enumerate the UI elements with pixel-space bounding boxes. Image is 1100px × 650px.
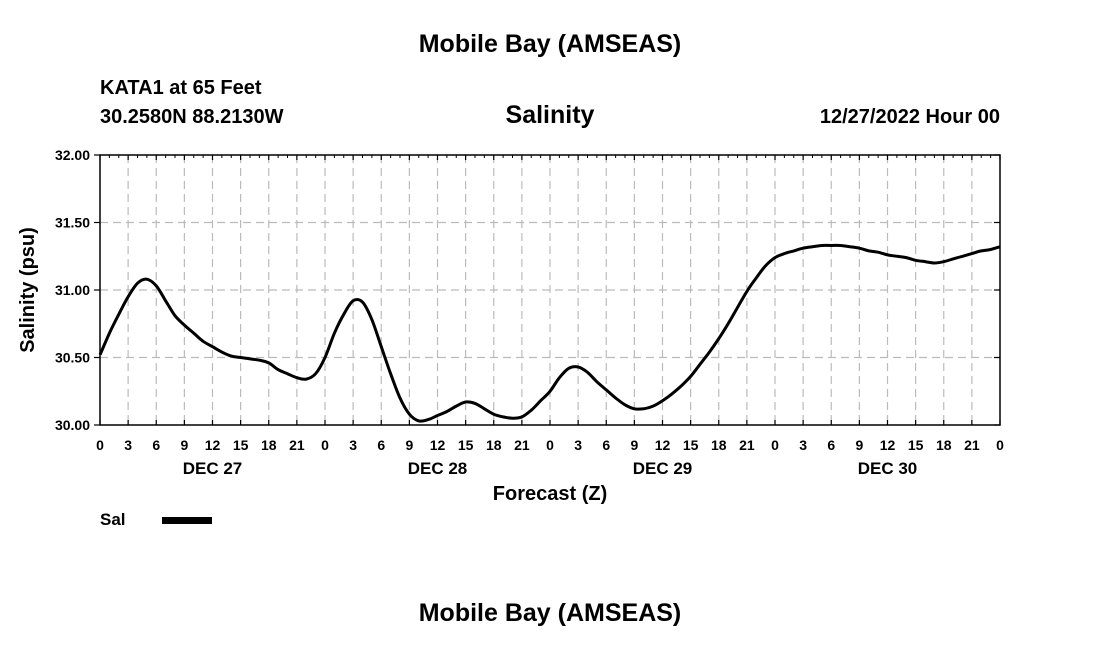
axis-ticks	[94, 154, 1001, 426]
x-tick-label: 18	[261, 437, 277, 453]
issue-timestamp: 12/27/2022 Hour 00	[819, 106, 1000, 128]
station-name: KATA1 at 65 Feet	[100, 77, 262, 99]
x-tick-label: 12	[430, 437, 446, 453]
x-tick-label: 6	[377, 437, 385, 453]
x-tick-label: 9	[180, 437, 188, 453]
x-tick-label: 0	[321, 437, 329, 453]
legend-swatch	[162, 517, 212, 524]
y-tick-label: 30.00	[55, 417, 90, 433]
day-label: DEC 29	[633, 459, 693, 478]
footer-title: Mobile Bay (AMSEAS)	[418, 599, 682, 627]
y-axis-title: Salinity (psu)	[17, 227, 39, 353]
chart-main-title: Mobile Bay (AMSEAS)	[418, 30, 682, 58]
x-tick-label: 15	[233, 437, 249, 453]
day-label: DEC 27	[183, 459, 243, 478]
y-tick-label: 32.00	[55, 147, 90, 163]
x-tick-label: 6	[152, 437, 160, 453]
x-tick-label: 0	[96, 437, 104, 453]
x-tick-label: 18	[711, 437, 727, 453]
legend-label: Sal	[100, 510, 126, 529]
x-tick-label: 6	[827, 437, 835, 453]
station-coordinates: 30.2580N 88.2130W	[100, 106, 284, 128]
y-tick-label: 31.00	[55, 282, 90, 298]
x-tick-label: 0	[771, 437, 779, 453]
x-axis-title: Forecast (Z)	[493, 483, 607, 505]
x-tick-label: 12	[655, 437, 671, 453]
x-tick-label: 3	[574, 437, 582, 453]
x-tick-label: 3	[124, 437, 132, 453]
x-tick-label: 3	[349, 437, 357, 453]
x-tick-label: 15	[458, 437, 474, 453]
x-tick-label: 21	[514, 437, 530, 453]
x-tick-label: 21	[289, 437, 305, 453]
x-tick-label: 12	[205, 437, 221, 453]
x-tick-label: 21	[964, 437, 980, 453]
chart-title: Salinity	[505, 101, 595, 129]
gridlines	[100, 155, 1000, 425]
x-tick-label: 18	[936, 437, 952, 453]
x-tick-label: 18	[486, 437, 502, 453]
x-tick-label: 9	[855, 437, 863, 453]
x-tick-label: 15	[683, 437, 699, 453]
x-tick-label: 9	[405, 437, 413, 453]
y-tick-label: 30.50	[55, 350, 90, 366]
x-tick-label: 12	[880, 437, 896, 453]
x-tick-label: 15	[908, 437, 924, 453]
day-label: DEC 28	[408, 459, 468, 478]
y-tick-label: 31.50	[55, 215, 90, 231]
x-tick-label: 21	[739, 437, 755, 453]
tick-labels: 0 3 6 9 12 15 18 21 0 3 6 9 12 15 18 21 0 3 6 9 12 15 18 21 0 3 6 9…	[55, 147, 1004, 478]
x-tick-label: 0	[546, 437, 554, 453]
day-label: DEC 30	[858, 459, 918, 478]
series-layer	[98, 243, 1001, 423]
x-tick-label: 6	[602, 437, 610, 453]
series-line-sal	[98, 243, 1001, 423]
x-tick-label: 9	[630, 437, 638, 453]
x-tick-label: 0	[996, 437, 1004, 453]
x-tick-label: 3	[799, 437, 807, 453]
